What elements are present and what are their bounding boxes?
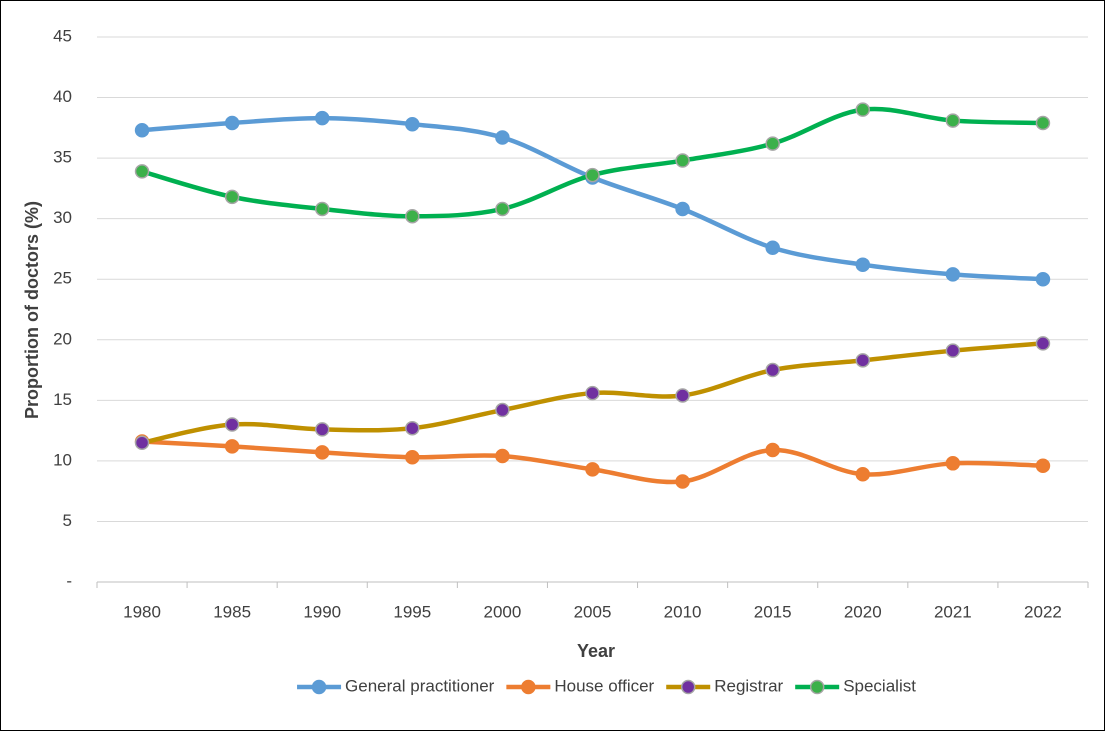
data-point — [405, 116, 420, 132]
data-point — [405, 450, 420, 465]
legend-marker — [521, 679, 536, 695]
data-point — [855, 353, 871, 368]
data-point — [855, 102, 871, 117]
y-tick-label: 25 — [53, 269, 72, 288]
data-point — [945, 113, 961, 128]
data-point — [765, 362, 780, 378]
data-point — [495, 130, 510, 145]
data-point — [765, 442, 780, 458]
data-point — [314, 422, 330, 437]
data-point — [495, 201, 510, 217]
data-point — [224, 417, 240, 432]
data-point — [945, 456, 961, 471]
data-point — [134, 123, 150, 138]
data-point — [134, 435, 150, 450]
data-point — [675, 474, 690, 489]
data-point — [224, 189, 240, 205]
data-point — [585, 167, 600, 183]
data-point — [495, 402, 510, 418]
legend-label: House officer — [554, 676, 654, 695]
x-tick-label: 2000 — [483, 602, 521, 621]
y-tick-label: 45 — [53, 26, 72, 45]
legend-marker — [809, 679, 825, 695]
x-tick-label: 2022 — [1024, 602, 1062, 621]
y-tick-label: 40 — [53, 87, 72, 106]
data-point — [945, 267, 961, 282]
y-tick-label: 5 — [63, 511, 72, 530]
legend-label: Registrar — [714, 676, 783, 695]
data-point — [585, 462, 600, 477]
data-point — [1035, 458, 1051, 473]
x-tick-label: 2021 — [934, 602, 972, 621]
legend-label: General practitioner — [345, 676, 495, 695]
legend-label: Specialist — [843, 676, 916, 695]
legend-marker — [311, 679, 327, 695]
data-point — [765, 136, 780, 151]
x-tick-label: 2010 — [664, 602, 702, 621]
x-tick-label: 1980 — [123, 602, 161, 621]
y-tick-label: 15 — [53, 390, 72, 409]
y-tick-label: 20 — [53, 329, 72, 348]
y-axis-title: Proportion of doctors (%) — [22, 201, 42, 419]
data-point — [765, 240, 780, 255]
y-tick-label: 30 — [53, 208, 72, 227]
x-tick-label: 1995 — [393, 602, 431, 621]
data-point — [314, 110, 330, 126]
data-point — [945, 343, 961, 358]
data-point — [314, 201, 330, 217]
x-tick-label: 1990 — [303, 602, 341, 621]
data-point — [855, 257, 871, 272]
data-point — [675, 388, 690, 403]
data-point — [585, 385, 600, 401]
y-tick-label: - — [66, 571, 72, 590]
x-tick-label: 1985 — [213, 602, 251, 621]
data-point — [1035, 271, 1051, 287]
data-point — [224, 115, 240, 131]
data-point — [675, 201, 690, 217]
y-tick-label: 35 — [53, 148, 72, 167]
data-point — [405, 420, 420, 436]
data-point — [495, 448, 510, 464]
data-point — [855, 466, 871, 482]
x-axis-title: Year — [577, 641, 615, 661]
x-tick-label: 2005 — [574, 602, 612, 621]
data-point — [1035, 336, 1051, 351]
legend-marker — [680, 679, 696, 695]
data-point — [1035, 115, 1051, 131]
data-point — [134, 164, 150, 179]
data-point — [405, 208, 420, 224]
data-point — [314, 445, 330, 460]
y-tick-label: 10 — [53, 450, 72, 469]
x-tick-label: 2015 — [754, 602, 792, 621]
x-tick-label: 2020 — [844, 602, 882, 621]
data-point — [224, 439, 240, 454]
data-point — [675, 153, 690, 168]
